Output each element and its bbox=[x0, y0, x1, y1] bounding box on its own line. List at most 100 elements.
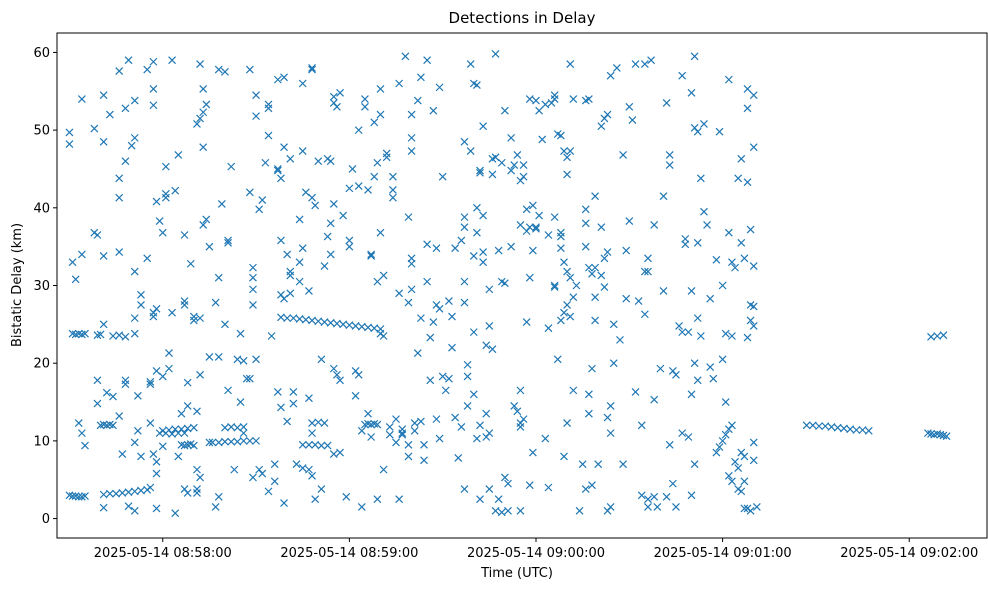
data-point bbox=[560, 452, 568, 461]
data-point bbox=[532, 96, 540, 105]
data-point bbox=[143, 65, 152, 74]
data-point bbox=[420, 456, 428, 465]
data-point bbox=[563, 170, 572, 179]
data-point bbox=[193, 485, 201, 493]
data-point bbox=[121, 157, 130, 166]
data-point bbox=[749, 438, 758, 447]
data-point bbox=[214, 273, 223, 282]
data-point bbox=[516, 422, 525, 431]
data-point bbox=[109, 392, 117, 401]
data-point bbox=[239, 429, 248, 438]
data-point bbox=[130, 96, 139, 105]
data-point bbox=[90, 124, 99, 133]
data-point bbox=[183, 401, 192, 410]
data-point bbox=[258, 196, 267, 204]
data-point bbox=[158, 372, 167, 381]
data-point bbox=[320, 262, 329, 271]
x-tick-label: 2025-05-14 09:02:00 bbox=[840, 546, 978, 561]
data-point bbox=[491, 506, 500, 515]
data-point bbox=[345, 184, 354, 193]
data-point bbox=[603, 110, 612, 119]
x-axis-label: Time (UTC) bbox=[480, 566, 553, 581]
data-point bbox=[329, 92, 338, 101]
y-tick-label: 20 bbox=[33, 357, 50, 372]
data-point bbox=[525, 95, 534, 103]
data-point bbox=[525, 273, 534, 282]
data-point bbox=[737, 154, 746, 163]
data-point bbox=[317, 355, 326, 364]
data-point bbox=[249, 285, 257, 294]
data-point bbox=[273, 388, 282, 396]
data-point bbox=[174, 452, 183, 461]
data-point bbox=[693, 238, 702, 247]
data-point bbox=[261, 158, 270, 167]
data-point bbox=[351, 391, 360, 400]
data-point bbox=[298, 147, 307, 156]
data-point bbox=[541, 434, 550, 443]
data-point bbox=[563, 300, 572, 309]
data-point bbox=[532, 224, 540, 233]
data-point bbox=[485, 485, 494, 493]
data-point bbox=[637, 421, 646, 430]
x-axis-ticks: 2025-05-14 08:58:00 2025-05-14 08:59:00 20… bbox=[94, 538, 978, 561]
data-point bbox=[569, 293, 578, 302]
data-point bbox=[249, 300, 257, 309]
data-point bbox=[227, 162, 236, 171]
data-point bbox=[472, 203, 481, 212]
data-point bbox=[743, 85, 752, 93]
data-point bbox=[211, 502, 220, 511]
data-point bbox=[105, 110, 114, 119]
data-point bbox=[628, 116, 637, 124]
data-point bbox=[71, 275, 80, 284]
data-point bbox=[130, 267, 139, 276]
data-point bbox=[603, 248, 612, 257]
data-point bbox=[165, 364, 173, 373]
data-point bbox=[196, 314, 205, 323]
data-point bbox=[199, 108, 208, 117]
data-point bbox=[382, 153, 391, 162]
data-point bbox=[277, 403, 285, 412]
data-point bbox=[454, 454, 463, 462]
data-point bbox=[410, 426, 419, 435]
data-point bbox=[205, 242, 214, 251]
data-point bbox=[668, 479, 677, 488]
data-point bbox=[700, 207, 708, 216]
data-point bbox=[407, 133, 416, 142]
data-point bbox=[500, 106, 509, 115]
data-point bbox=[74, 419, 83, 427]
data-point bbox=[329, 364, 338, 373]
data-point bbox=[482, 341, 491, 350]
data-point bbox=[550, 95, 559, 103]
data-point bbox=[497, 508, 506, 517]
data-point bbox=[712, 255, 721, 264]
data-point bbox=[245, 374, 254, 383]
data-point bbox=[625, 102, 634, 111]
data-point bbox=[146, 377, 155, 386]
data-point bbox=[115, 193, 124, 202]
data-point bbox=[659, 192, 668, 201]
data-point bbox=[749, 321, 758, 330]
data-point bbox=[429, 318, 438, 326]
data-point bbox=[566, 60, 575, 69]
data-point bbox=[600, 254, 609, 263]
data-point bbox=[718, 281, 727, 290]
data-point bbox=[376, 85, 385, 93]
data-point bbox=[364, 186, 372, 194]
y-axis-ticks: 0 10 20 30 40 50 60 bbox=[33, 46, 57, 527]
data-point bbox=[497, 158, 506, 167]
data-point bbox=[815, 422, 823, 431]
data-point bbox=[622, 246, 631, 255]
data-point bbox=[298, 244, 307, 253]
data-point bbox=[656, 364, 665, 373]
data-point bbox=[105, 489, 114, 498]
data-point bbox=[370, 172, 379, 181]
data-point bbox=[118, 450, 127, 459]
data-point bbox=[466, 147, 475, 156]
data-point bbox=[286, 154, 295, 163]
data-point bbox=[115, 248, 124, 257]
data-point bbox=[606, 502, 615, 511]
data-point bbox=[146, 483, 155, 492]
data-point bbox=[171, 509, 180, 518]
data-point bbox=[345, 242, 354, 251]
data-point bbox=[407, 259, 416, 268]
